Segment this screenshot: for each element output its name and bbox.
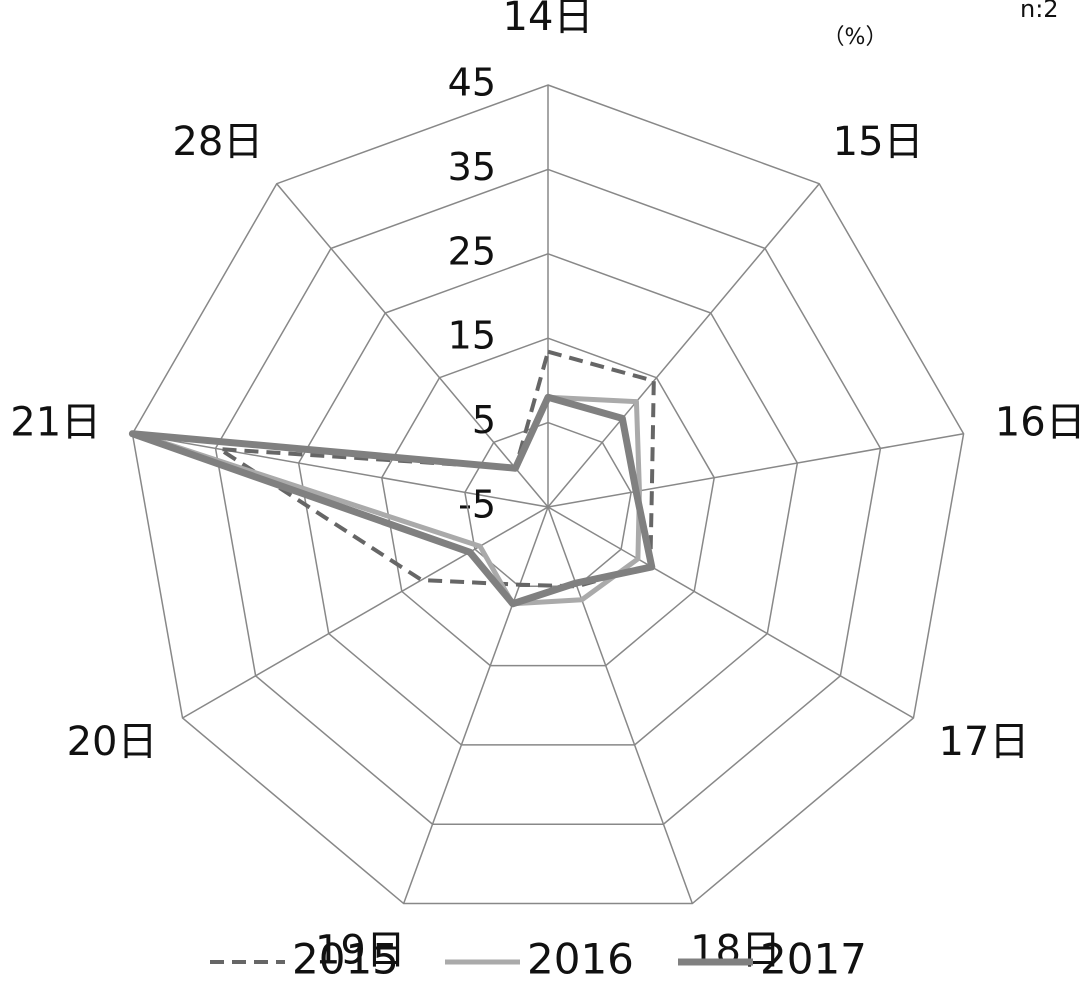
spoke (547, 432, 964, 508)
legend-label: 2015 (292, 935, 399, 981)
category-label: 17日 (938, 719, 1029, 765)
y-tick-label: 35 (448, 145, 496, 189)
legend-label: 2016 (527, 935, 634, 981)
category-label: 16日 (995, 400, 1080, 446)
spoke (547, 506, 694, 904)
y-tick-label: -5 (458, 483, 496, 527)
series-line (128, 393, 656, 608)
grid-ring (214, 168, 882, 825)
grid-ring (131, 84, 965, 905)
spoke (132, 432, 549, 508)
spoke (276, 183, 549, 508)
unit-label: （%） (823, 25, 888, 50)
grid-ring (297, 253, 799, 746)
grid-ring (380, 337, 716, 667)
series-line (217, 349, 656, 589)
spoke (547, 506, 914, 719)
y-tick-label: 5 (472, 398, 496, 442)
category-label: 21日 (10, 400, 101, 446)
category-label: 28日 (172, 119, 263, 165)
spoke (547, 183, 820, 508)
spoke (182, 506, 549, 719)
category-label: 15日 (833, 119, 924, 165)
y-tick-label: 15 (448, 314, 496, 358)
category-label: 19日 (315, 927, 406, 973)
legend-label: 2017 (760, 935, 867, 981)
y-tick-label: 45 (448, 61, 496, 105)
category-label: 18日 (690, 927, 781, 973)
y-tick-label: 25 (448, 229, 496, 273)
note: n:2 (1020, 0, 1059, 23)
category-label: 14日 (503, 0, 594, 40)
spoke (402, 506, 549, 904)
category-label: 20日 (67, 719, 158, 765)
